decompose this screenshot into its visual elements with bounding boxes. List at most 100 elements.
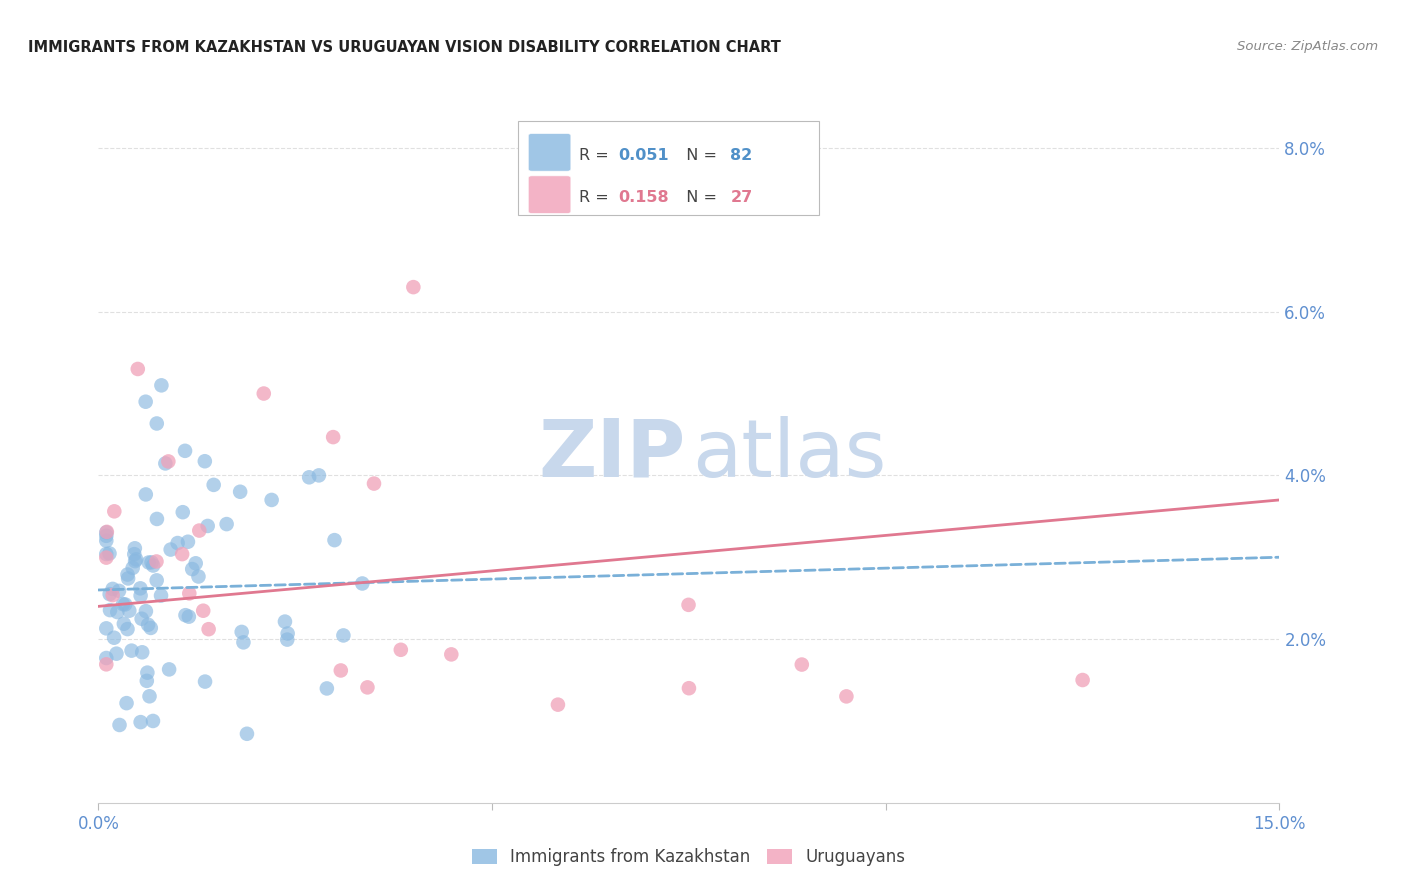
Point xyxy=(96,621,118,635)
Point xyxy=(157,454,180,468)
Point xyxy=(1071,673,1094,687)
Point xyxy=(129,589,152,603)
Legend: Immigrants from Kazakhstan, Uruguayans: Immigrants from Kazakhstan, Uruguayans xyxy=(464,839,914,874)
Point xyxy=(260,492,283,507)
Text: 0.051: 0.051 xyxy=(619,148,669,163)
Point xyxy=(129,582,152,596)
Point xyxy=(125,552,148,566)
Text: IMMIGRANTS FROM KAZAKHSTAN VS URUGUAYAN VISION DISABILITY CORRELATION CHART: IMMIGRANTS FROM KAZAKHSTAN VS URUGUAYAN … xyxy=(28,40,780,55)
Point xyxy=(835,690,858,704)
Point xyxy=(96,651,118,665)
Point xyxy=(159,542,181,557)
Point xyxy=(98,603,121,617)
Point xyxy=(356,681,378,695)
Point xyxy=(138,690,160,704)
Point xyxy=(298,470,321,484)
Point xyxy=(193,604,215,618)
Point xyxy=(194,674,217,689)
Point xyxy=(172,505,194,519)
Point xyxy=(678,598,700,612)
Point xyxy=(146,417,169,431)
Point xyxy=(105,605,128,619)
Point xyxy=(131,645,153,659)
Point xyxy=(402,280,425,294)
Point xyxy=(129,715,152,730)
Point xyxy=(141,555,163,569)
Point xyxy=(197,622,219,636)
Point xyxy=(131,612,153,626)
Point xyxy=(389,642,412,657)
Point xyxy=(98,546,121,560)
Point xyxy=(103,631,125,645)
Text: N =: N = xyxy=(676,191,723,205)
Point xyxy=(136,665,159,680)
Point xyxy=(127,362,149,376)
Point xyxy=(112,616,135,631)
Point xyxy=(157,662,180,676)
Point xyxy=(179,586,201,600)
Point xyxy=(124,541,146,556)
Point xyxy=(103,504,125,518)
Point xyxy=(352,576,374,591)
Point xyxy=(145,554,167,568)
Point xyxy=(142,714,165,728)
Point xyxy=(135,604,157,618)
Point xyxy=(150,589,173,603)
Point xyxy=(124,554,146,568)
Point xyxy=(323,533,346,548)
Text: 0.158: 0.158 xyxy=(619,191,669,205)
Point xyxy=(177,609,200,624)
Point xyxy=(790,657,813,672)
Point xyxy=(253,386,276,401)
Point xyxy=(98,587,121,601)
Point xyxy=(145,574,167,588)
Point xyxy=(229,484,252,499)
Point xyxy=(96,525,118,540)
Point xyxy=(121,643,143,657)
Point xyxy=(440,648,463,662)
Point xyxy=(308,468,330,483)
Point xyxy=(114,598,136,612)
Point xyxy=(181,562,204,576)
Point xyxy=(139,621,162,635)
Text: atlas: atlas xyxy=(693,416,887,494)
Point xyxy=(136,617,159,632)
Text: R =: R = xyxy=(579,148,614,163)
Point xyxy=(117,571,139,585)
Point xyxy=(108,583,131,598)
Point xyxy=(150,378,173,392)
Point xyxy=(105,647,128,661)
Point xyxy=(678,681,700,696)
FancyBboxPatch shape xyxy=(529,134,571,171)
Point xyxy=(547,698,569,712)
Point xyxy=(276,632,298,647)
Point xyxy=(146,512,169,526)
Point xyxy=(124,547,146,561)
Text: 27: 27 xyxy=(730,191,752,205)
Point xyxy=(277,626,299,640)
Point xyxy=(172,547,194,561)
Point xyxy=(138,556,160,570)
Point xyxy=(174,608,197,623)
FancyBboxPatch shape xyxy=(529,176,571,213)
Point xyxy=(202,478,225,492)
Point xyxy=(194,454,217,468)
Point xyxy=(142,558,165,573)
Point xyxy=(232,635,254,649)
Point xyxy=(96,529,118,543)
Point xyxy=(236,727,259,741)
Point xyxy=(332,628,354,642)
Point xyxy=(329,664,352,678)
Point xyxy=(117,622,139,636)
Text: R =: R = xyxy=(579,191,614,205)
Point xyxy=(363,476,385,491)
Point xyxy=(174,443,197,458)
Point xyxy=(101,582,124,596)
Point xyxy=(187,569,209,583)
Point xyxy=(166,536,188,550)
Point xyxy=(96,550,118,565)
Point xyxy=(121,561,143,575)
Text: 82: 82 xyxy=(730,148,752,163)
Point xyxy=(96,533,118,548)
Point xyxy=(197,519,219,533)
